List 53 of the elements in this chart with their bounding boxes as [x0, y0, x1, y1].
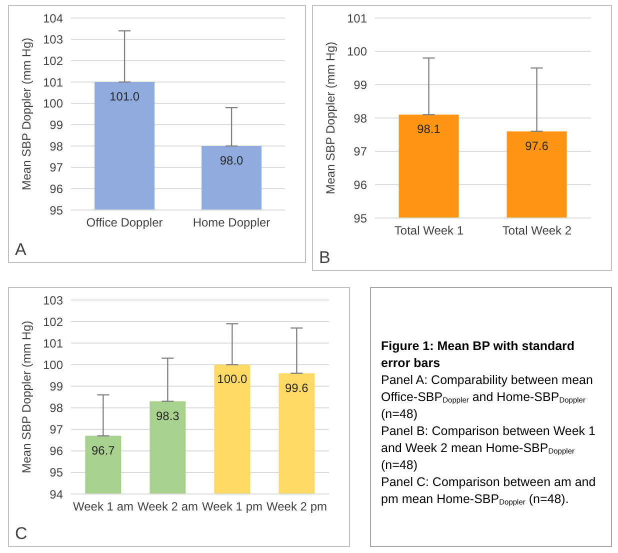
x-tick-label: Total Week 2 — [502, 224, 572, 238]
data-label: 97.6 — [525, 138, 549, 153]
y-tick-label: 97 — [50, 422, 64, 437]
y-tick-label: 103 — [42, 293, 64, 308]
y-axis-title: Mean SBP Doppler (mm Hg) — [19, 320, 34, 474]
x-tick-label: Total Week 1 — [394, 224, 464, 238]
y-tick-label: 97 — [354, 144, 368, 159]
y-tick-label: 94 — [50, 487, 64, 502]
y-tick-label: 100 — [42, 358, 64, 372]
data-label: 99.6 — [285, 380, 309, 395]
data-label: 100.0 — [217, 372, 248, 386]
data-label: 98.1 — [417, 122, 441, 136]
y-tick-label: 102 — [42, 314, 64, 329]
y-tick-label: 96 — [50, 182, 64, 196]
y-tick-label: 98 — [50, 401, 64, 416]
y-tick-label: 97 — [50, 160, 64, 175]
y-tick-label: 98 — [50, 139, 64, 154]
y-tick-label: 101 — [42, 336, 64, 350]
x-tick-label: Week 2 am — [138, 500, 198, 514]
data-label: 96.7 — [92, 443, 116, 458]
data-label: 98.0 — [220, 154, 244, 168]
y-tick-label: 99 — [354, 78, 368, 92]
x-tick-label: Office Doppler — [86, 216, 163, 230]
y-tick-label: 95 — [50, 203, 64, 218]
y-tick-label: 96 — [354, 178, 368, 192]
y-tick-label: 103 — [42, 32, 64, 47]
text: Figure 1: Mean BP with standard error bars — [381, 338, 576, 372]
y-tick-label: 100 — [346, 44, 368, 59]
x-tick-label: Week 2 pm — [266, 500, 327, 514]
text: B — [319, 248, 330, 268]
text: Panel A: Comparability between mean Office-SBP$_{Doppler}$ and Home-SBP$_{Doppler}$ (n=48) — [381, 373, 593, 421]
data-label: 101.0 — [110, 90, 140, 104]
y-tick-label: 102 — [42, 54, 64, 68]
y-tick-label: 99 — [50, 379, 64, 394]
text: A — [15, 240, 26, 260]
y-tick-label: 98 — [354, 111, 368, 126]
y-tick-label: 99 — [50, 118, 64, 132]
y-tick-label: 100 — [42, 96, 64, 111]
y-tick-label: 95 — [354, 211, 368, 226]
x-tick-label: Home Doppler — [192, 216, 270, 230]
y-tick-label: 104 — [42, 11, 64, 26]
data-label: 98.3 — [156, 408, 180, 423]
x-tick-label: Week 1 pm — [202, 500, 262, 514]
x-tick-label: Week 1 am — [73, 500, 134, 514]
y-tick-label: 101 — [42, 75, 64, 90]
text: Panel C: Comparison between am and pm mean Home-SBP$_{Doppler}$ (n=48). — [381, 474, 597, 508]
y-tick-label: 96 — [50, 444, 64, 458]
text: Panel B: Comparison between Week 1 and Week 2 mean Home-SBP$_{Doppler}$ (n=48) — [381, 424, 596, 472]
y-tick-label: 101 — [346, 11, 368, 26]
y-axis-title: Mean SBP Doppler (mm Hg) — [323, 42, 338, 194]
text: C — [15, 524, 28, 544]
y-axis-title: Mean SBP Doppler (mm Hg) — [19, 38, 34, 190]
y-tick-label: 95 — [50, 466, 64, 480]
